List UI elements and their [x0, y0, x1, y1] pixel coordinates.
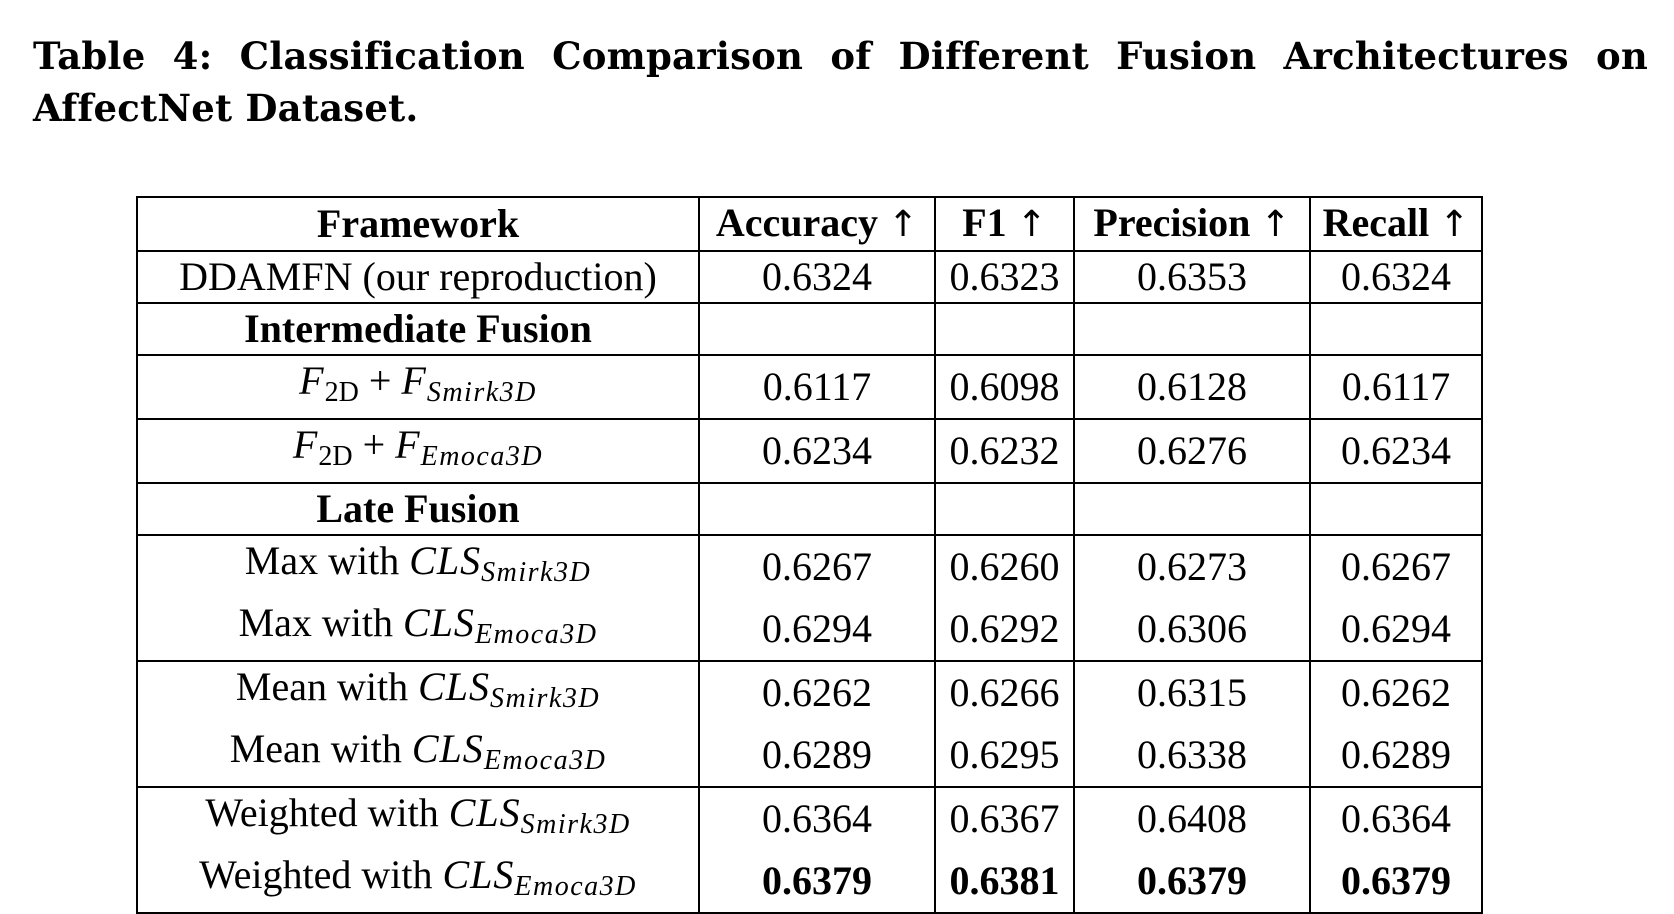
- precision-cell: 0.6306: [1073, 598, 1311, 661]
- results-table: Framework Accuracy ↑ F1 ↑ Precision ↑ Re…: [136, 196, 1483, 914]
- accuracy-cell: 0.6117: [698, 354, 936, 419]
- header-f1: F1 ↑: [934, 196, 1075, 251]
- var-cls: CLS: [409, 538, 482, 583]
- subscript: Emoca3D: [420, 441, 544, 472]
- var-cls: CLS: [448, 790, 521, 835]
- recall-cell: 0.6289: [1309, 724, 1483, 787]
- accuracy-cell: 0.6234: [698, 418, 936, 483]
- accuracy-cell: 0.6364: [698, 786, 936, 850]
- subscript: Smirk3D: [426, 377, 537, 408]
- up-arrow-icon: ↑: [1016, 204, 1047, 245]
- recall-cell: 0.6117: [1309, 354, 1483, 419]
- var-f: F: [401, 358, 427, 403]
- precision-cell: 0.6338: [1073, 724, 1311, 787]
- subscript: Smirk3D: [520, 809, 631, 840]
- f1-cell: 0.6367: [934, 786, 1075, 850]
- precision-cell: 0.6273: [1073, 534, 1311, 598]
- framework-cell: DDAMFN (our reproduction): [136, 250, 700, 303]
- table-row: Mean with CLSEmoca3D 0.6289 0.6295 0.633…: [136, 724, 1483, 787]
- recall-cell: 0.6234: [1309, 418, 1483, 483]
- header-accuracy: Accuracy ↑: [698, 196, 936, 251]
- table-caption: Table 4: Classification Comparison of Di…: [33, 34, 1648, 130]
- f1-cell: 0.6295: [934, 724, 1075, 787]
- var-cls: CLS: [411, 726, 484, 771]
- up-arrow-icon: ↑: [887, 204, 919, 245]
- accuracy-cell: 0.6294: [698, 598, 936, 661]
- framework-cell: F2D + FEmoca3D: [136, 418, 700, 483]
- header-row: Framework Accuracy ↑ F1 ↑ Precision ↑ Re…: [136, 196, 1483, 251]
- subscript: Emoca3D: [474, 619, 598, 650]
- f1-cell-best: 0.6381: [934, 850, 1075, 914]
- table-row-best: Weighted with CLSEmoca3D 0.6379 0.6381 0…: [136, 850, 1483, 914]
- subscript: Emoca3D: [483, 745, 607, 776]
- up-arrow-icon: ↑: [1260, 204, 1291, 245]
- plus-sign: +: [362, 422, 386, 467]
- accuracy-cell: 0.6267: [698, 534, 936, 598]
- section-row-late: Late Fusion: [136, 482, 1483, 535]
- f1-cell: 0.6260: [934, 534, 1075, 598]
- header-precision: Precision ↑: [1073, 196, 1311, 251]
- recall-cell: 0.6262: [1309, 660, 1483, 724]
- table-row-baseline: DDAMFN (our reproduction) 0.6324 0.6323 …: [136, 250, 1483, 303]
- var-f: F: [395, 422, 421, 467]
- table-row: F2D + FEmoca3D 0.6234 0.6232 0.6276 0.62…: [136, 418, 1483, 483]
- framework-cell: Mean with CLSEmoca3D: [136, 724, 700, 787]
- recall-cell-best: 0.6379: [1309, 850, 1483, 914]
- up-arrow-icon: ↑: [1439, 204, 1470, 245]
- f1-cell: 0.6266: [934, 660, 1075, 724]
- header-framework: Framework: [136, 196, 700, 251]
- header-recall: Recall ↑: [1309, 196, 1483, 251]
- recall-cell: 0.6267: [1309, 534, 1483, 598]
- table-row: Mean with CLSSmirk3D 0.6262 0.6266 0.631…: [136, 660, 1483, 724]
- recall-cell: 0.6324: [1309, 250, 1483, 303]
- table-row: Max with CLSSmirk3D 0.6267 0.6260 0.6273…: [136, 534, 1483, 598]
- recall-cell: 0.6364: [1309, 786, 1483, 850]
- framework-cell: Max with CLSEmoca3D: [136, 598, 700, 661]
- precision-cell: 0.6128: [1073, 354, 1311, 419]
- var-cls: CLS: [418, 664, 491, 709]
- var-cls: CLS: [442, 852, 515, 897]
- framework-cell: Mean with CLSSmirk3D: [136, 660, 700, 724]
- subscript: Emoca3D: [514, 871, 637, 902]
- f1-cell: 0.6323: [934, 250, 1075, 303]
- var-cls: CLS: [403, 600, 475, 645]
- table-row: Max with CLSEmoca3D 0.6294 0.6292 0.6306…: [136, 598, 1483, 661]
- f1-cell: 0.6292: [934, 598, 1075, 661]
- precision-cell-best: 0.6379: [1073, 850, 1311, 914]
- accuracy-cell: 0.6289: [698, 724, 936, 787]
- plus-sign: +: [368, 358, 392, 403]
- precision-cell: 0.6276: [1073, 418, 1311, 483]
- framework-cell: Max with CLSSmirk3D: [136, 534, 700, 598]
- f1-cell: 0.6098: [934, 354, 1075, 419]
- subscript: Smirk3D: [490, 683, 601, 714]
- section-row-intermediate: Intermediate Fusion: [136, 302, 1483, 355]
- subscript: 2D: [318, 441, 353, 472]
- recall-cell: 0.6294: [1309, 598, 1483, 661]
- section-label: Late Fusion: [136, 482, 700, 535]
- accuracy-cell: 0.6262: [698, 660, 936, 724]
- precision-cell: 0.6315: [1073, 660, 1311, 724]
- precision-cell: 0.6353: [1073, 250, 1311, 303]
- var-f: F: [299, 358, 325, 403]
- section-label: Intermediate Fusion: [136, 302, 700, 355]
- table-row: F2D + FSmirk3D 0.6117 0.6098 0.6128 0.61…: [136, 354, 1483, 419]
- accuracy-cell: 0.6324: [698, 250, 936, 303]
- var-f: F: [292, 422, 319, 467]
- framework-cell: F2D + FSmirk3D: [136, 354, 700, 419]
- subscript: Smirk3D: [481, 557, 592, 588]
- framework-cell: Weighted with CLSSmirk3D: [136, 786, 700, 850]
- precision-cell: 0.6408: [1073, 786, 1311, 850]
- accuracy-cell-best: 0.6379: [698, 850, 936, 914]
- framework-cell: Weighted with CLSEmoca3D: [136, 850, 700, 914]
- table-row: Weighted with CLSSmirk3D 0.6364 0.6367 0…: [136, 786, 1483, 850]
- f1-cell: 0.6232: [934, 418, 1075, 483]
- subscript: 2D: [324, 377, 359, 408]
